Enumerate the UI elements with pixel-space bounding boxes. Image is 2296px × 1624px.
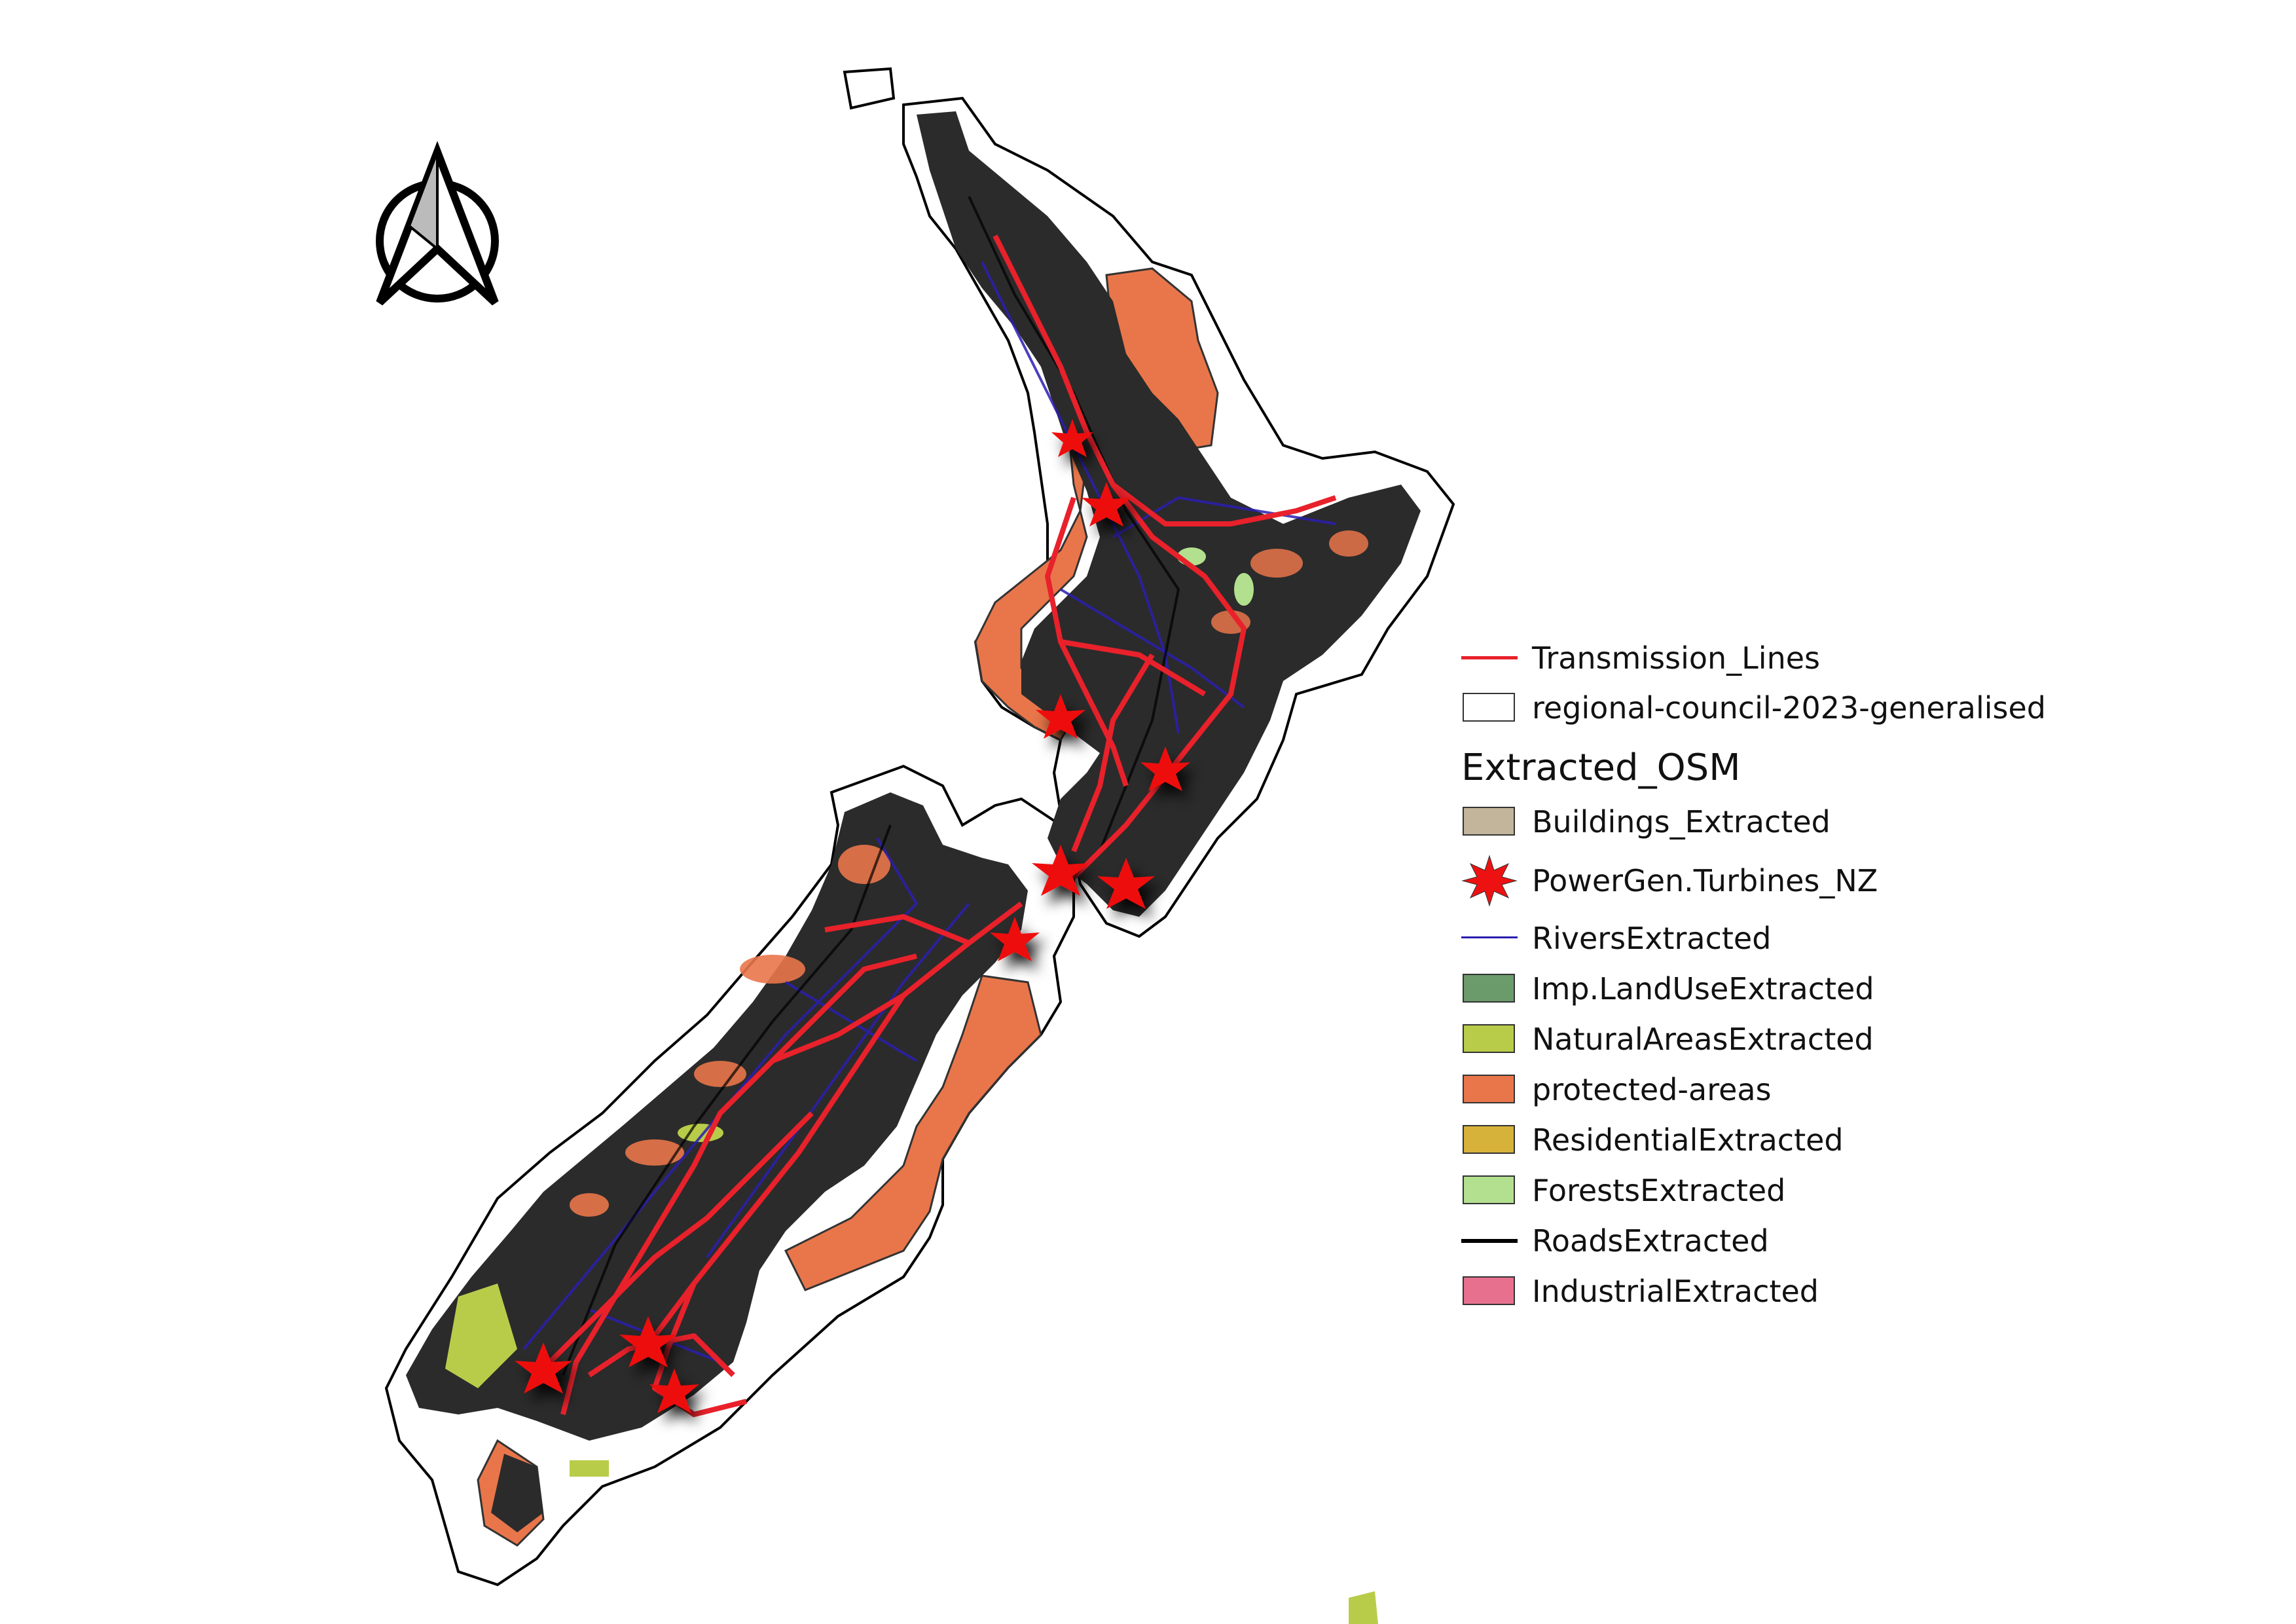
turbines-layer (515, 419, 1190, 1413)
turbine-marker (515, 1342, 572, 1393)
legend-label: ForestsExtracted (1532, 1173, 1786, 1208)
legend-label: PowerGen.Turbines_NZ (1532, 863, 1878, 898)
turbine-marker (649, 1369, 699, 1413)
turbine-marker (1036, 694, 1085, 739)
legend-patch-symbol (1461, 974, 1518, 1004)
turbine-marker (990, 917, 1040, 961)
legend-label: RiversExtracted (1532, 921, 1772, 956)
legend-patch-symbol (1461, 1125, 1518, 1155)
legend-item-transmission-lines: Transmission_Lines (1461, 638, 1820, 678)
legend-patch-symbol (1461, 693, 1518, 723)
legend-patch-symbol (1461, 1024, 1518, 1054)
legend-item-imp-landuse: Imp.LandUseExtracted (1461, 969, 1874, 1008)
legend-line-symbol (1461, 1226, 1518, 1256)
legend-label: RoadsExtracted (1532, 1223, 1769, 1259)
legend-item-residential: ResidentialExtracted (1461, 1120, 1844, 1160)
legend-item-regional-council: regional-council-2023-generalised (1461, 688, 2046, 728)
legend-item-rivers: RiversExtracted (1461, 919, 1771, 958)
legend-patch-symbol (1461, 807, 1518, 837)
legend-label: regional-council-2023-generalised (1532, 690, 2046, 726)
legend-label: Transmission_Lines (1532, 640, 1820, 676)
legend-patch-symbol (1461, 1276, 1518, 1306)
north-island (917, 111, 1421, 917)
legend-label: protected-areas (1532, 1072, 1772, 1107)
north-arrow-icon (376, 141, 499, 306)
legend-line-symbol (1461, 923, 1518, 953)
legend-item-turbines: PowerGen.Turbines_NZ (1461, 855, 1878, 907)
legend-item-industrial: IndustrialExtracted (1461, 1272, 1819, 1311)
legend-item-protected-areas: protected-areas (1461, 1070, 1772, 1109)
legend-item-buildings: Buildings_Extracted (1461, 802, 1831, 841)
legend-item-forests: ForestsExtracted (1461, 1171, 1785, 1210)
turbine-marker (1032, 845, 1089, 896)
legend-label: Imp.LandUseExtracted (1532, 971, 1874, 1006)
legend-line-symbol (1461, 643, 1518, 673)
legend-group-title: Extracted_OSM (1461, 747, 1741, 789)
turbine-star-icon (1461, 855, 1518, 907)
legend-item-natural-areas: NaturalAreasExtracted (1461, 1020, 1874, 1059)
roads-layer (562, 196, 1180, 1376)
legend-label: IndustrialExtracted (1532, 1274, 1819, 1309)
legend-label: Buildings_Extracted (1532, 804, 1831, 840)
legend-patch-symbol (1461, 1075, 1518, 1105)
legend-item-roads: RoadsExtracted (1461, 1221, 1769, 1261)
turbine-marker (619, 1316, 677, 1367)
legend-label: ResidentialExtracted (1532, 1122, 1844, 1158)
turbine-marker (1140, 747, 1190, 791)
legend-patch-symbol (1461, 1175, 1518, 1206)
turbine-marker (1051, 419, 1093, 457)
legend-label: NaturalAreasExtracted (1532, 1022, 1874, 1057)
turbine-marker (1097, 858, 1155, 909)
turbine-marker (1082, 482, 1131, 526)
